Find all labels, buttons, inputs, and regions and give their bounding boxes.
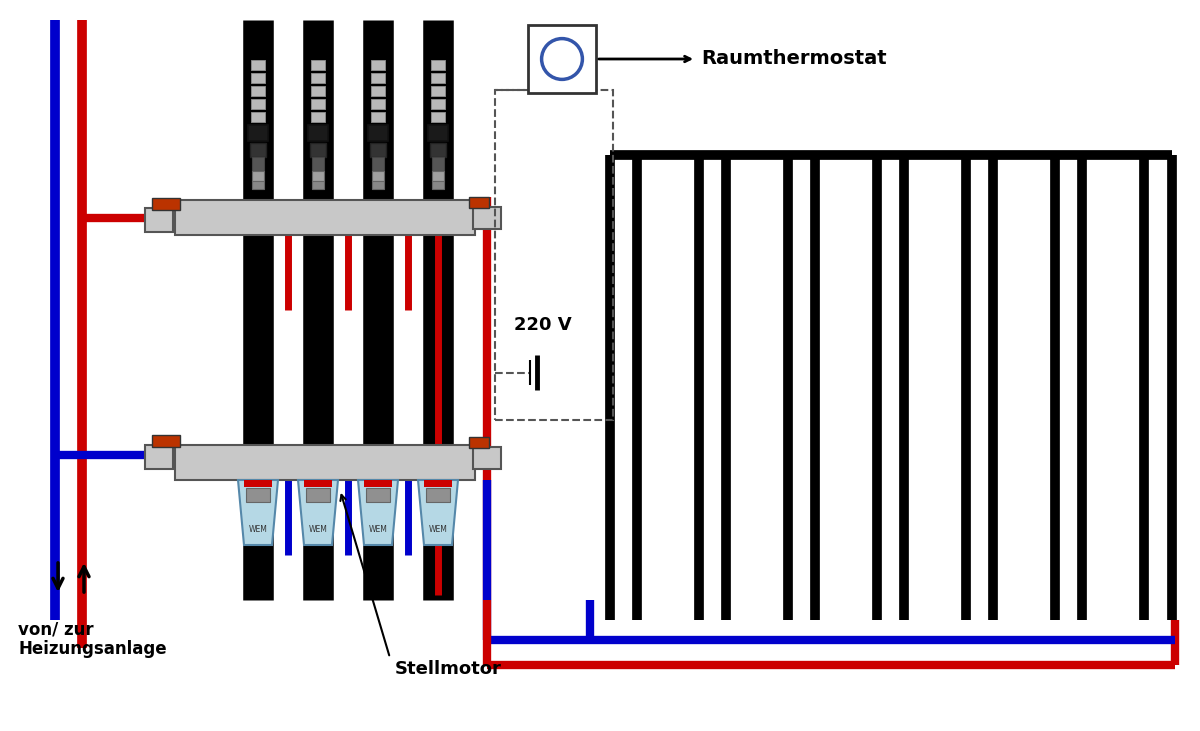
Bar [145, 445, 173, 469]
Circle shape [541, 39, 582, 80]
Bar [304, 480, 332, 487]
Bar [364, 480, 392, 487]
Bar [431, 112, 445, 122]
Bar [431, 73, 445, 83]
Bar [251, 73, 265, 83]
Bar [372, 181, 384, 189]
Bar [469, 437, 490, 448]
Bar [311, 86, 325, 96]
Bar [366, 488, 390, 502]
Bar [310, 143, 326, 157]
Bar [432, 181, 444, 189]
Text: WEM: WEM [368, 526, 388, 534]
Bar [248, 125, 268, 141]
Polygon shape [298, 480, 338, 545]
Bar [311, 73, 325, 83]
Bar [311, 99, 325, 109]
Bar [371, 73, 385, 83]
Bar [306, 488, 330, 502]
Bar [311, 60, 325, 70]
Bar [431, 86, 445, 96]
Bar [312, 171, 324, 181]
Bar [431, 60, 445, 70]
Bar [428, 125, 448, 141]
Bar [528, 25, 596, 93]
Bar [308, 125, 328, 141]
Text: Raumthermostat: Raumthermostat [701, 50, 887, 69]
Polygon shape [238, 480, 278, 545]
Bar [431, 99, 445, 109]
Bar [175, 200, 475, 235]
Bar [312, 181, 324, 189]
Text: 220 V: 220 V [514, 316, 571, 334]
Bar [368, 125, 388, 141]
Bar [371, 112, 385, 122]
Bar [432, 171, 444, 181]
Bar [432, 157, 444, 171]
Bar [370, 143, 386, 157]
Bar [252, 171, 264, 181]
Text: WEM: WEM [308, 526, 328, 534]
Bar [424, 480, 452, 487]
Bar [469, 197, 490, 208]
Bar [473, 447, 502, 469]
Text: Heizungsanlage: Heizungsanlage [18, 640, 167, 658]
Text: WEM: WEM [248, 526, 268, 534]
Bar [244, 480, 272, 487]
Bar [246, 488, 270, 502]
Bar [252, 181, 264, 189]
Bar [251, 99, 265, 109]
Text: von/ zur: von/ zur [18, 620, 94, 638]
Bar [371, 99, 385, 109]
Bar [372, 171, 384, 181]
Bar [252, 157, 264, 171]
Text: WEM: WEM [428, 526, 448, 534]
Bar [473, 207, 502, 229]
Bar [152, 435, 180, 447]
Bar [371, 86, 385, 96]
Polygon shape [358, 480, 398, 545]
Bar [371, 60, 385, 70]
Bar [251, 112, 265, 122]
Polygon shape [418, 480, 458, 545]
Bar [145, 208, 173, 232]
Bar [250, 143, 266, 157]
Bar [175, 445, 475, 480]
Bar [311, 112, 325, 122]
Bar [312, 157, 324, 171]
Text: Stellmotor: Stellmotor [395, 660, 502, 678]
Bar [251, 86, 265, 96]
Bar [430, 143, 446, 157]
Bar [152, 198, 180, 210]
Bar [251, 60, 265, 70]
Bar [372, 157, 384, 171]
Bar [496, 90, 613, 420]
Bar [426, 488, 450, 502]
